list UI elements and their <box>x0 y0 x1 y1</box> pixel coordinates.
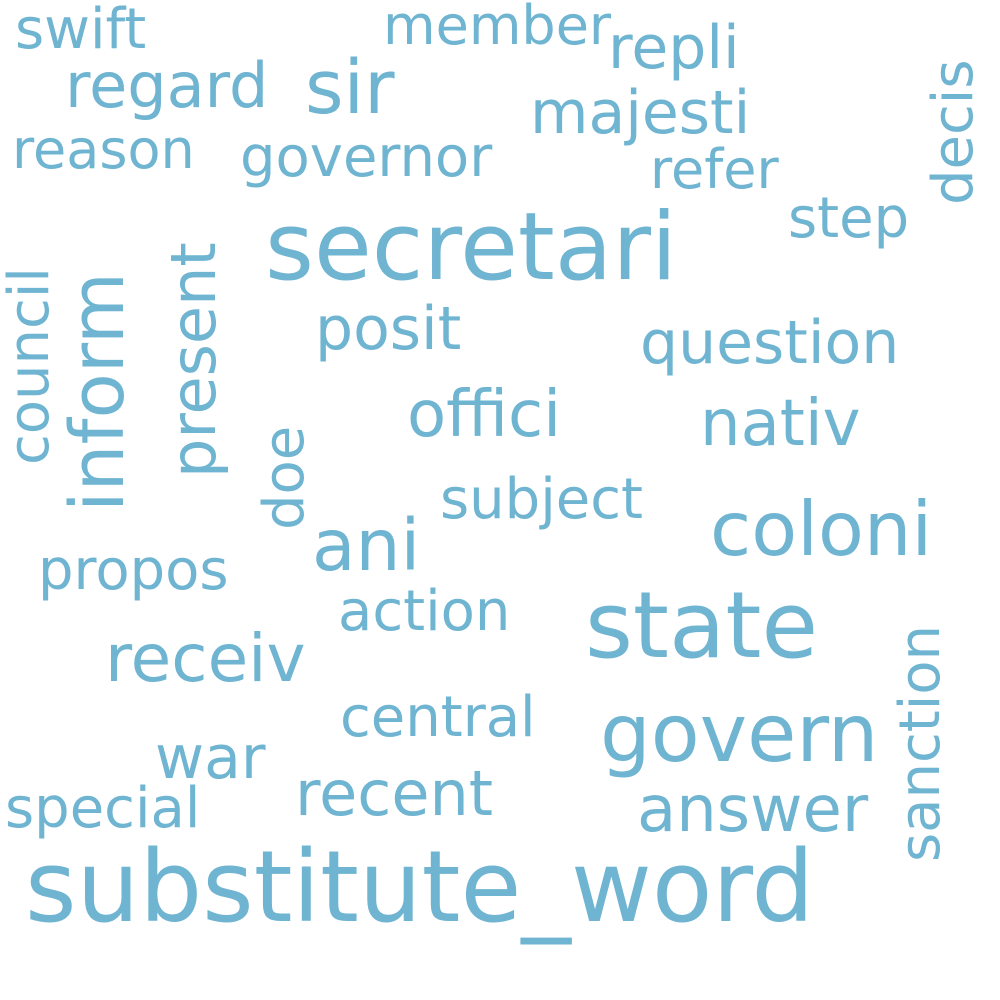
word-sanction: sanction <box>888 624 953 862</box>
word-reason: reason <box>12 118 195 181</box>
word-majesti: majesti <box>530 78 751 148</box>
word-ani: ani <box>312 504 421 587</box>
word-substitute-word: substitute_word <box>25 830 815 945</box>
word-governor: governor <box>240 125 493 190</box>
word-govern: govern <box>600 687 879 780</box>
word-receiv: receiv <box>105 620 306 697</box>
word-repli: repli <box>608 13 740 83</box>
word-member: member <box>383 0 612 57</box>
word-inform: inform <box>55 272 141 512</box>
word-special: special <box>5 776 201 841</box>
word-coloni: coloni <box>710 485 933 573</box>
word-nativ: nativ <box>700 387 861 461</box>
word-war: war <box>155 723 266 793</box>
word-state: state <box>585 572 819 679</box>
word-central: central <box>340 685 536 750</box>
word-step: step <box>788 186 910 251</box>
word-recent: recent <box>295 757 494 830</box>
word-doe: doe <box>252 425 317 530</box>
word-propos: propos <box>38 538 229 603</box>
word-secretari: secretari <box>265 193 678 302</box>
word-action: action <box>338 579 511 644</box>
word-present: present <box>157 242 230 478</box>
word-swift: swift <box>15 0 147 62</box>
word-council: council <box>0 267 62 465</box>
word-regard: regard <box>65 49 269 122</box>
word-answer: answer <box>637 773 869 847</box>
word-offici: offici <box>407 378 561 452</box>
word-sir: sir <box>305 45 395 131</box>
word-question: question <box>640 308 900 378</box>
word-decis: decis <box>921 59 986 205</box>
word-posit: posit <box>315 294 462 364</box>
word-refer: refer <box>650 138 779 201</box>
word-subject: subject <box>440 467 643 532</box>
